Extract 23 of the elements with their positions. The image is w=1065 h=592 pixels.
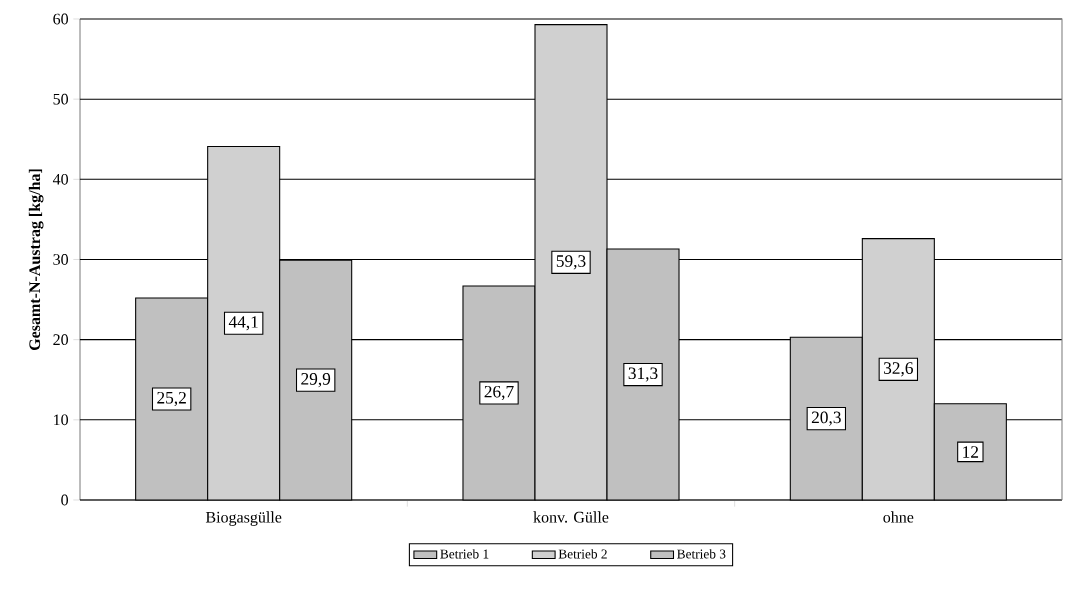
y-tick-label: 50: [53, 93, 69, 105]
y-tick-label: 0: [61, 494, 69, 506]
data-label: 12: [963, 446, 979, 458]
x-tick-label: konv. Gülle: [533, 511, 609, 523]
y-tick-label: 40: [52, 173, 69, 185]
legend-label: Betrieb 3: [677, 549, 726, 559]
y-tick-label: 10: [54, 414, 69, 426]
data-label: 25,2: [157, 391, 186, 407]
y-axis-title: Gesamt-N-Austrag [kg/ha]: [28, 169, 44, 351]
data-label: 32,6: [884, 362, 913, 377]
data-label: 29,9: [301, 373, 331, 388]
data-label: 59,3: [556, 255, 586, 270]
y-tick-label: 20: [53, 334, 69, 346]
legend-label: Betrieb 2: [558, 549, 607, 559]
y-tick-label: 30: [53, 254, 69, 265]
data-label: 26,7: [484, 385, 514, 401]
x-tick-label: ohne: [883, 511, 914, 523]
x-tick-label: Biogasgülle: [205, 511, 282, 526]
data-label: 20,3: [811, 411, 841, 426]
data-label: 31,3: [628, 367, 658, 382]
y-tick-label: 60: [53, 13, 69, 25]
data-label: 44,1: [228, 316, 258, 331]
legend-label: Betrieb 1: [440, 549, 489, 559]
